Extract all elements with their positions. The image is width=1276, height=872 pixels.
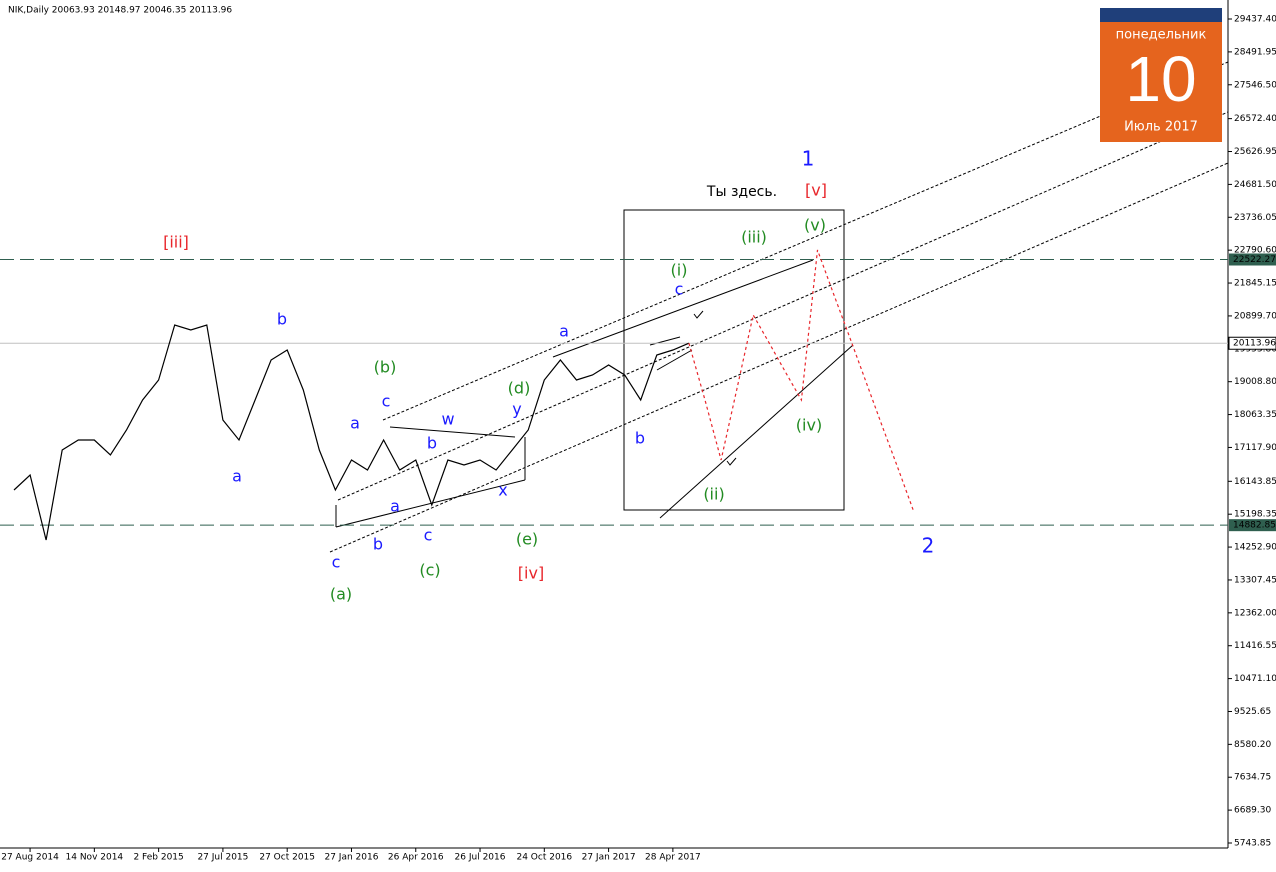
y-tick-label: 22790.60 bbox=[1234, 246, 1276, 256]
x-tick-label: 2 Feb 2015 bbox=[133, 853, 183, 863]
y-tick-label: 20899.70 bbox=[1234, 311, 1276, 321]
y-tick-label: 23736.05 bbox=[1234, 213, 1276, 223]
y-tick-label: 5743.85 bbox=[1234, 838, 1271, 848]
wave-label: (v) bbox=[804, 216, 826, 235]
wave-label: [iii] bbox=[163, 233, 189, 252]
wave-label: c bbox=[675, 280, 684, 299]
calendar-day: 10 bbox=[1125, 43, 1196, 115]
chart-title: NIK,Daily 20063.93 20148.97 20046.35 201… bbox=[8, 6, 232, 16]
wedge-line bbox=[656, 349, 693, 371]
calendar-body bbox=[1100, 8, 1222, 142]
y-tick-label: 29437.40 bbox=[1234, 15, 1276, 25]
x-tick-label: 26 Apr 2016 bbox=[388, 853, 444, 863]
y-tick-label: 13307.45 bbox=[1234, 575, 1276, 585]
wave-label: x bbox=[498, 481, 507, 500]
x-tick-label: 27 Jan 2016 bbox=[324, 853, 378, 863]
zone-box bbox=[623, 209, 845, 511]
x-tick-label: 28 Apr 2017 bbox=[645, 853, 701, 863]
x-tick-label: 27 Aug 2014 bbox=[1, 853, 59, 863]
y-tick-label: 26572.40 bbox=[1234, 114, 1276, 124]
y-tick-label: 7634.75 bbox=[1234, 773, 1271, 783]
x-tick-label: 24 Oct 2016 bbox=[516, 853, 572, 863]
y-tick-label: 21845.15 bbox=[1234, 279, 1276, 289]
y-tick-label: 14252.90 bbox=[1234, 543, 1276, 553]
y-tick-label: 16143.85 bbox=[1234, 477, 1276, 487]
level-box bbox=[1229, 253, 1276, 266]
x-tick-label: 27 Oct 2015 bbox=[259, 853, 315, 863]
wave-label: c bbox=[424, 526, 433, 545]
wave-label: (c) bbox=[419, 561, 440, 580]
price-line bbox=[13, 324, 690, 541]
wave-label: b bbox=[635, 429, 645, 448]
y-tick-label: 25626.95 bbox=[1234, 147, 1276, 157]
calendar-weekday: понедельник bbox=[1116, 28, 1207, 43]
x-tick-label: 26 Jul 2016 bbox=[455, 853, 506, 863]
wave-label: c bbox=[332, 553, 341, 572]
check-mark bbox=[693, 310, 737, 466]
triangle-line bbox=[389, 426, 516, 438]
wave-label: Ты здесь. bbox=[706, 184, 777, 200]
wave-label: a bbox=[232, 467, 242, 486]
wave-label: w bbox=[441, 410, 454, 429]
wave-label: (iii) bbox=[741, 228, 767, 247]
channel-mid bbox=[337, 111, 1229, 501]
calendar-widget: понедельник 10 Июль 2017 bbox=[1100, 8, 1222, 142]
level-box bbox=[1229, 519, 1276, 532]
x-tick-label: 27 Jul 2015 bbox=[197, 853, 248, 863]
y-tick-label: 11416.55 bbox=[1234, 641, 1276, 651]
wave-label: [iv] bbox=[518, 564, 544, 583]
y-tick-label: 27546.50 bbox=[1234, 80, 1276, 90]
channel-top bbox=[382, 61, 1229, 421]
wave-label: c bbox=[382, 392, 391, 411]
level-label: 14882.85 bbox=[1233, 521, 1276, 531]
y-tick-label: 10471.10 bbox=[1234, 674, 1276, 684]
y-tick-label: 19008.80 bbox=[1234, 377, 1276, 387]
trendline bbox=[552, 259, 814, 358]
y-tick-label: 12362.00 bbox=[1234, 608, 1276, 618]
triangle-line bbox=[335, 479, 526, 528]
wave-label: b bbox=[427, 434, 437, 453]
wave-label: (e) bbox=[516, 530, 538, 549]
current-price-label: 20113.96 bbox=[1233, 339, 1276, 349]
wave-label: [v] bbox=[805, 181, 827, 200]
wave-label: a bbox=[559, 322, 569, 341]
level-label: 22522.27 bbox=[1233, 255, 1276, 265]
y-tick-label: 9525.65 bbox=[1234, 707, 1271, 717]
wave-label: y bbox=[512, 400, 521, 419]
forecast-line bbox=[688, 249, 915, 513]
wave-label: b bbox=[373, 535, 383, 554]
calendar-month: Июль 2017 bbox=[1124, 120, 1198, 135]
x-tick-label: 27 Jan 2017 bbox=[582, 853, 636, 863]
wave-label: (i) bbox=[671, 261, 688, 280]
wave-label: a bbox=[350, 414, 360, 433]
wave-label: a bbox=[390, 497, 400, 516]
wave-label: (b) bbox=[374, 358, 397, 377]
y-tick-label: 15198.35 bbox=[1234, 510, 1276, 520]
x-tick-label: 14 Nov 2014 bbox=[66, 853, 124, 863]
wave-label: (a) bbox=[330, 585, 352, 604]
y-tick-label: 8580.20 bbox=[1234, 740, 1271, 750]
wave-label: (iv) bbox=[796, 416, 822, 435]
wave-label: 1 bbox=[802, 147, 815, 171]
calendar-header bbox=[1100, 8, 1222, 22]
wave-label: 2 bbox=[922, 534, 935, 558]
y-tick-label: 28491.95 bbox=[1234, 47, 1276, 57]
wave-label: (ii) bbox=[703, 485, 724, 504]
channel-bottom bbox=[329, 162, 1229, 553]
current-price-box bbox=[1228, 336, 1276, 350]
trendline bbox=[659, 344, 854, 519]
wave-label: b bbox=[277, 310, 287, 329]
y-tick-label: 17117.90 bbox=[1234, 443, 1276, 453]
y-tick-label: 6689.30 bbox=[1234, 806, 1271, 816]
y-tick-label: 24681.50 bbox=[1234, 180, 1276, 190]
wave-label: (d) bbox=[508, 379, 531, 398]
y-tick-label: 18063.35 bbox=[1234, 410, 1276, 420]
